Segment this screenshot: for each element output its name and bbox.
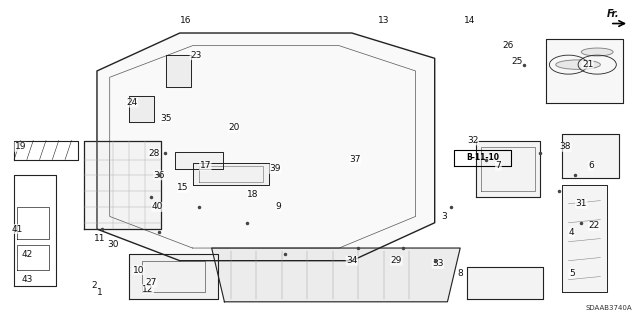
- Text: 11: 11: [95, 234, 106, 243]
- Text: 34: 34: [346, 256, 358, 265]
- Text: 21: 21: [582, 60, 593, 69]
- Text: 6: 6: [588, 161, 594, 170]
- Polygon shape: [562, 134, 620, 178]
- Text: 17: 17: [200, 161, 211, 170]
- Polygon shape: [476, 141, 540, 197]
- Text: 38: 38: [559, 142, 571, 151]
- Polygon shape: [129, 254, 218, 299]
- Text: 35: 35: [160, 114, 172, 123]
- Text: 1: 1: [97, 288, 103, 297]
- Text: 32: 32: [467, 136, 479, 145]
- Text: Fr.: Fr.: [607, 9, 620, 19]
- Text: 41: 41: [12, 225, 23, 234]
- Text: 30: 30: [107, 241, 118, 249]
- Text: 43: 43: [21, 275, 33, 284]
- Polygon shape: [97, 33, 435, 261]
- Polygon shape: [467, 267, 543, 299]
- Text: 4: 4: [569, 228, 575, 237]
- Polygon shape: [546, 39, 623, 103]
- Text: 37: 37: [349, 155, 361, 164]
- Text: 3: 3: [442, 212, 447, 221]
- Text: 18: 18: [247, 190, 259, 199]
- Text: 2: 2: [91, 281, 97, 291]
- Text: 10: 10: [132, 266, 144, 275]
- Text: 13: 13: [378, 16, 390, 25]
- Text: 15: 15: [177, 183, 189, 192]
- Polygon shape: [175, 152, 223, 169]
- Text: 27: 27: [145, 278, 157, 287]
- Polygon shape: [193, 163, 269, 185]
- Ellipse shape: [556, 60, 600, 69]
- Text: 19: 19: [15, 142, 26, 151]
- Text: 29: 29: [391, 256, 402, 265]
- Text: 5: 5: [569, 269, 575, 278]
- Text: 9: 9: [276, 203, 282, 211]
- Text: 16: 16: [180, 16, 192, 25]
- Text: 22: 22: [588, 221, 600, 230]
- Text: 12: 12: [142, 285, 154, 294]
- Text: 40: 40: [152, 203, 163, 211]
- Text: 26: 26: [502, 41, 514, 50]
- Text: SDAAB3740A: SDAAB3740A: [586, 305, 632, 311]
- Text: 25: 25: [512, 57, 524, 66]
- Text: 39: 39: [269, 165, 281, 174]
- Polygon shape: [562, 185, 607, 292]
- Text: 7: 7: [495, 161, 501, 170]
- Text: 23: 23: [190, 51, 202, 60]
- Polygon shape: [166, 55, 191, 87]
- Polygon shape: [84, 141, 161, 229]
- Ellipse shape: [581, 48, 613, 56]
- Polygon shape: [129, 96, 154, 122]
- Polygon shape: [212, 248, 460, 302]
- Text: B-11-10: B-11-10: [466, 153, 499, 162]
- Text: 20: 20: [228, 123, 239, 132]
- Text: 28: 28: [148, 149, 160, 158]
- Text: 42: 42: [21, 250, 33, 259]
- Text: 31: 31: [575, 199, 587, 208]
- Text: 36: 36: [154, 171, 165, 180]
- Text: 14: 14: [464, 16, 476, 25]
- Text: 33: 33: [432, 259, 444, 268]
- Text: 8: 8: [458, 269, 463, 278]
- Text: 24: 24: [126, 98, 138, 107]
